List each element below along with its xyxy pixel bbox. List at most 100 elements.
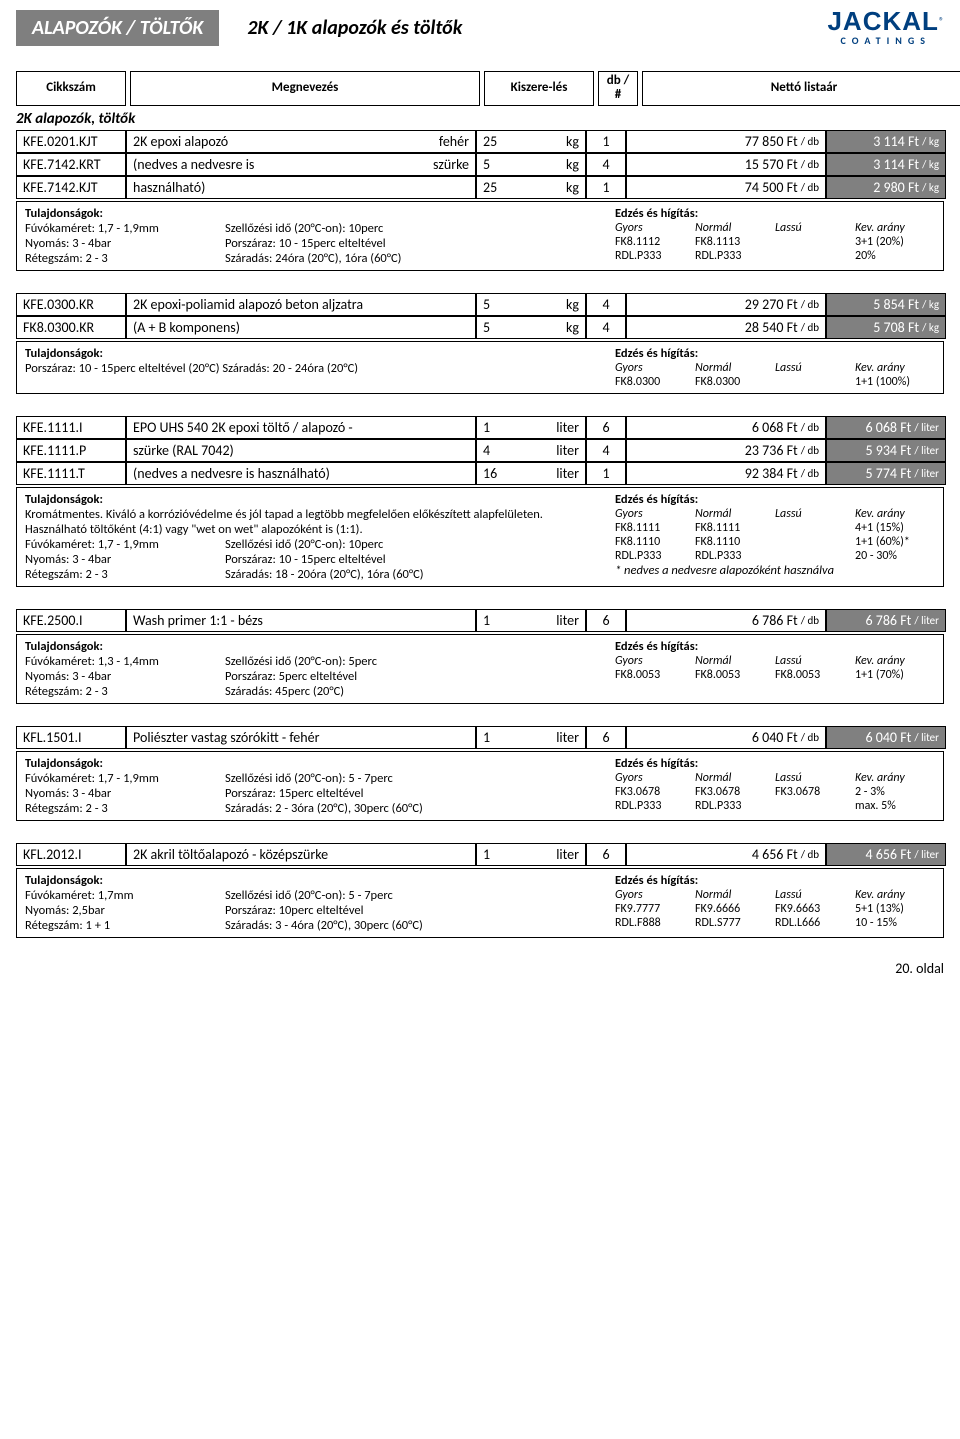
detail-mixing: Edzés és hígítás:GyorsNormálLassúKev. ar…	[615, 346, 935, 389]
product-row: FK8.0300.KR (A + B komponens) 5kg 4 28 5…	[16, 316, 944, 339]
product-row: KFE.1111.T (nedves a nedvesre is használ…	[16, 462, 944, 485]
cell-code: KFE.2500.I	[16, 609, 126, 632]
cell-pack: 5kg	[476, 293, 586, 316]
detail-mixing: Edzés és hígítás:GyorsNormálLassúKev. ar…	[615, 756, 935, 816]
cell-qty: 6	[586, 416, 626, 439]
product-row: KFL.1501.I Poliészter vastag szórókitt -…	[16, 726, 944, 749]
cell-unit-price: 3 114 Ft/ kg	[826, 153, 946, 176]
cell-price: 6 040 Ft/ db	[626, 726, 826, 749]
cell-price: 28 540 Ft/ db	[626, 316, 826, 339]
cell-code: KFE.0300.KR	[16, 293, 126, 316]
product-row: KFE.1111.I EPO UHS 540 2K epoxi töltő / …	[16, 416, 944, 439]
cell-name: 2K epoxi-poliamid alapozó beton aljzatra	[126, 293, 476, 316]
detail-specs: Tulajdonságok:Fúvókaméret: 1,3 - 1,4mmSz…	[25, 639, 591, 699]
cell-pack: 4liter	[476, 439, 586, 462]
detail-specs: Tulajdonságok:Kromátmentes. Kiváló a kor…	[25, 492, 591, 582]
cell-code: KFE.1111.P	[16, 439, 126, 462]
cell-unit-price: 5 774 Ft/ liter	[826, 462, 946, 485]
cell-code: KFE.0201.KJT	[16, 130, 126, 153]
cell-pack: 5kg	[476, 316, 586, 339]
cell-pack: 1liter	[476, 416, 586, 439]
col-qty: db / #	[598, 71, 638, 106]
cell-pack: 5kg	[476, 153, 586, 176]
cell-price: 4 656 Ft/ db	[626, 843, 826, 866]
logo-text: JACKAL	[827, 6, 938, 36]
cell-name: 2K epoxi alapozófehér	[126, 130, 476, 153]
cell-qty: 1	[586, 462, 626, 485]
cell-price: 74 500 Ft/ db	[626, 176, 826, 199]
cell-pack: 25kg	[476, 176, 586, 199]
product-row: KFE.2500.I Wash primer 1:1 - bézs 1liter…	[16, 609, 944, 632]
cell-pack: 16liter	[476, 462, 586, 485]
cell-name: Poliészter vastag szórókitt - fehér	[126, 726, 476, 749]
cell-code: KFE.1111.I	[16, 416, 126, 439]
page-footer: 20. oldal	[16, 960, 944, 977]
detail-mixing: Edzés és hígítás:GyorsNormálLassúKev. ar…	[615, 492, 935, 582]
cell-price: 77 850 Ft/ db	[626, 130, 826, 153]
cell-pack: 1liter	[476, 609, 586, 632]
cell-name: használható)	[126, 176, 476, 199]
cell-qty: 4	[586, 153, 626, 176]
section-title: 2K alapozók, töltők	[16, 110, 944, 128]
cell-price: 6 786 Ft/ db	[626, 609, 826, 632]
cell-qty: 6	[586, 843, 626, 866]
product-list: KFE.0201.KJT 2K epoxi alapozófehér 25kg …	[16, 130, 944, 938]
cell-qty: 6	[586, 726, 626, 749]
brand-logo: JACKAL® COATINGS	[827, 8, 944, 47]
registered-icon: ®	[939, 15, 944, 28]
cell-code: KFL.1501.I	[16, 726, 126, 749]
cell-qty: 4	[586, 316, 626, 339]
product-detail: Tulajdonságok:Fúvókaméret: 1,3 - 1,4mmSz…	[16, 634, 944, 704]
product-row: KFE.1111.P szürke (RAL 7042) 4liter 4 23…	[16, 439, 944, 462]
cell-qty: 4	[586, 439, 626, 462]
col-price: Nettó listaár	[642, 71, 960, 106]
cell-name: (nedves a nedvesre is használható)	[126, 462, 476, 485]
cell-price: 92 384 Ft/ db	[626, 462, 826, 485]
cell-unit-price: 6 068 Ft/ liter	[826, 416, 946, 439]
product-detail: Tulajdonságok:Kromátmentes. Kiváló a kor…	[16, 487, 944, 587]
detail-mixing: Edzés és hígítás:GyorsNormálLassúKev. ar…	[615, 873, 935, 933]
product-row: KFE.7142.KRT (nedves a nedvesre isszürke…	[16, 153, 944, 176]
page-subtitle: 2K / 1K alapozók és töltők	[247, 16, 462, 40]
cell-name: (nedves a nedvesre isszürke	[126, 153, 476, 176]
cell-price: 6 068 Ft/ db	[626, 416, 826, 439]
page-title: ALAPOZÓK / TÖLTŐK	[16, 10, 219, 46]
top-bar: ALAPOZÓK / TÖLTŐK 2K / 1K alapozók és tö…	[16, 8, 944, 47]
col-pack: Kiszere-lés	[484, 71, 594, 106]
cell-unit-price: 2 980 Ft/ kg	[826, 176, 946, 199]
product-detail: Tulajdonságok:Fúvókaméret: 1,7 - 1,9mmSz…	[16, 751, 944, 821]
detail-mixing: Edzés és hígítás:GyorsNormálLassúKev. ar…	[615, 206, 935, 266]
cell-code: KFL.2012.I	[16, 843, 126, 866]
cell-unit-price: 6 786 Ft/ liter	[826, 609, 946, 632]
product-row: KFE.0201.KJT 2K epoxi alapozófehér 25kg …	[16, 130, 944, 153]
cell-code: KFE.7142.KJT	[16, 176, 126, 199]
cell-qty: 4	[586, 293, 626, 316]
cell-qty: 1	[586, 176, 626, 199]
detail-mixing: Edzés és hígítás:GyorsNormálLassúKev. ar…	[615, 639, 935, 699]
cell-name: 2K akril töltőalapozó - középszürke	[126, 843, 476, 866]
product-row: KFE.7142.KJT használható) 25kg 1 74 500 …	[16, 176, 944, 199]
cell-name: (A + B komponens)	[126, 316, 476, 339]
cell-pack: 25kg	[476, 130, 586, 153]
cell-price: 23 736 Ft/ db	[626, 439, 826, 462]
detail-specs: Tulajdonságok:Fúvókaméret: 1,7 - 1,9mmSz…	[25, 206, 591, 266]
cell-code: KFE.7142.KRT	[16, 153, 126, 176]
cell-code: FK8.0300.KR	[16, 316, 126, 339]
cell-unit-price: 6 040 Ft/ liter	[826, 726, 946, 749]
cell-qty: 6	[586, 609, 626, 632]
detail-specs: Tulajdonságok:Fúvókaméret: 1,7mmSzellőzé…	[25, 873, 591, 933]
cell-unit-price: 5 854 Ft/ kg	[826, 293, 946, 316]
product-detail: Tulajdonságok:Fúvókaméret: 1,7 - 1,9mmSz…	[16, 201, 944, 271]
cell-name: EPO UHS 540 2K epoxi töltő / alapozó -	[126, 416, 476, 439]
column-headers: Cikkszám Megnevezés Kiszere-lés db / # N…	[16, 71, 944, 106]
product-detail: Tulajdonságok:Porszáraz: 10 - 15perc elt…	[16, 341, 944, 394]
detail-specs: Tulajdonságok:Fúvókaméret: 1,7 - 1,9mmSz…	[25, 756, 591, 816]
cell-qty: 1	[586, 130, 626, 153]
col-name: Megnevezés	[130, 71, 480, 106]
logo-subtext: COATINGS	[827, 34, 944, 47]
detail-specs: Tulajdonságok:Porszáraz: 10 - 15perc elt…	[25, 346, 591, 389]
cell-unit-price: 5 708 Ft/ kg	[826, 316, 946, 339]
product-row: KFL.2012.I 2K akril töltőalapozó - közép…	[16, 843, 944, 866]
cell-unit-price: 3 114 Ft/ kg	[826, 130, 946, 153]
cell-name: Wash primer 1:1 - bézs	[126, 609, 476, 632]
